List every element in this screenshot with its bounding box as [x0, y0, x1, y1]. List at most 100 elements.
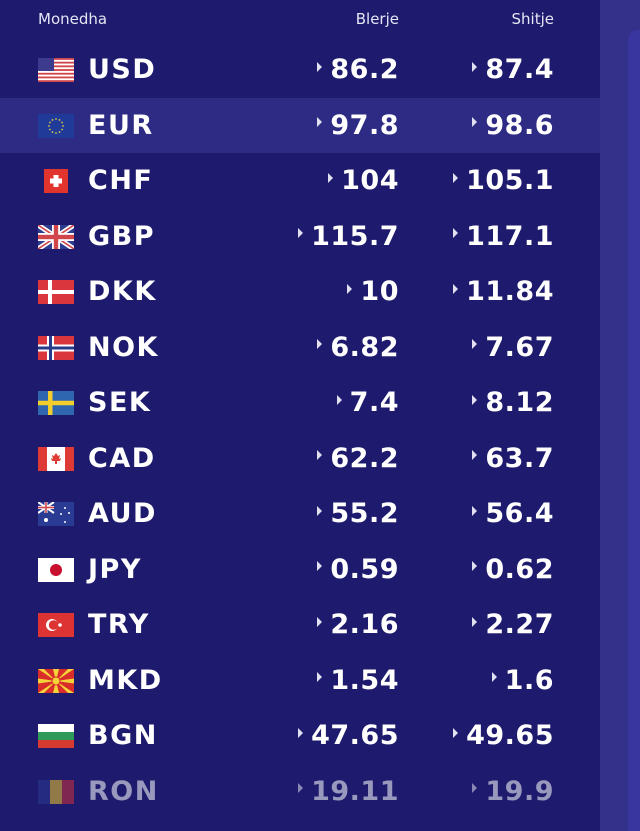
caret-right-icon [317, 339, 323, 349]
currency-row-cad[interactable]: CAD 62.2 63.7 [0, 431, 600, 487]
ro-flag-icon [38, 779, 74, 804]
caret-right-icon [317, 450, 323, 460]
currency-code: EUR [88, 109, 154, 141]
sell-rate-value: 105.1 [466, 165, 554, 196]
currency-row-usd[interactable]: USD 86.2 87.4 [0, 42, 600, 98]
currency-code: USD [88, 54, 157, 85]
us-flag-icon [38, 58, 74, 82]
buy-rate-value: 10 [360, 276, 399, 307]
sell-rate-value: 49.65 [466, 720, 554, 751]
buy-rate-value: 47.65 [311, 720, 399, 751]
sell-rate-value: 11.84 [466, 276, 554, 307]
currency-code: BGN [88, 720, 158, 751]
sell-rate: 11.84 [453, 276, 554, 307]
buy-rate: 104 [328, 165, 399, 196]
scrollbar[interactable] [628, 30, 640, 831]
buy-rate: 7.4 [336, 387, 399, 418]
buy-rate: 55.2 [317, 498, 399, 529]
caret-right-icon [298, 228, 304, 238]
buy-rate-value: 0.59 [330, 553, 399, 585]
currency-code: GBP [88, 220, 156, 252]
caret-right-icon [317, 561, 323, 571]
caret-right-icon [317, 117, 323, 127]
caret-right-icon [472, 339, 478, 349]
bg-flag-icon [38, 724, 74, 748]
caret-right-icon [472, 505, 478, 516]
caret-right-icon [472, 394, 478, 405]
currency-row-mkd[interactable]: MKD 1.54 1.6 [0, 653, 600, 709]
buy-rate-value: 19.11 [311, 775, 399, 807]
caret-right-icon [317, 505, 323, 516]
sell-rate: 19.9 [472, 776, 554, 807]
currency-row-aud[interactable]: AUD 55.2 56.4 [0, 486, 600, 542]
currency-row-chf[interactable]: CHF 104 105.1 [0, 153, 600, 209]
currency-row-nok[interactable]: NOK 6.82 7.67 [0, 320, 600, 376]
sell-rate-value: 1.6 [504, 664, 554, 696]
no-flag-icon [38, 335, 74, 360]
currency-row-ron[interactable]: RON 19.11 19.9 [0, 764, 600, 820]
sell-rate-value: 0.62 [485, 553, 554, 585]
buy-rate: 6.82 [317, 332, 399, 363]
caret-right-icon [472, 561, 478, 571]
buy-rate-value: 104 [341, 165, 399, 196]
header-buy: Blerje [355, 10, 399, 28]
currency-row-bgn[interactable]: BGN 47.65 49.65 [0, 708, 600, 764]
caret-right-icon [317, 672, 323, 682]
currency-code: SEK [88, 387, 152, 418]
se-flag-icon [38, 391, 74, 415]
sell-rate: 0.62 [472, 554, 554, 585]
currency-row-try[interactable]: TRY 2.16 2.27 [0, 597, 600, 653]
caret-right-icon [472, 616, 478, 627]
caret-right-icon [472, 61, 478, 72]
buy-rate-value: 62.2 [330, 442, 399, 474]
sell-rate: 56.4 [472, 498, 554, 529]
buy-rate: 10 [347, 276, 399, 307]
sell-rate-value: 63.7 [485, 442, 554, 474]
caret-right-icon [472, 117, 478, 127]
caret-right-icon [317, 616, 323, 627]
caret-right-icon [453, 727, 459, 738]
header-currency: Monedha [38, 10, 108, 28]
sell-rate-value: 98.6 [485, 109, 554, 141]
ch-flag-icon [38, 169, 74, 193]
currency-row-eur[interactable]: EUR 97.8 98.6 [0, 97, 600, 153]
sell-rate: 117.1 [453, 221, 554, 252]
sell-rate-value: 2.27 [485, 609, 554, 640]
currency-code: NOK [88, 331, 159, 363]
currency-row-sek[interactable]: SEK 7.4 8.12 [0, 375, 600, 431]
sell-rate-value: 56.4 [485, 498, 554, 529]
sell-rate-value: 7.67 [485, 331, 554, 363]
currency-code: CAD [88, 442, 156, 474]
currency-row-gbp[interactable]: GBP 115.7 117.1 [0, 209, 600, 265]
currency-code: TRY [88, 609, 150, 640]
currency-row-dkk[interactable]: DKK 10 11.84 [0, 264, 600, 320]
sell-rate-value: 87.4 [485, 54, 554, 85]
header-sell: Shitje [511, 10, 554, 28]
buy-rate: 47.65 [298, 720, 399, 751]
buy-rate-value: 55.2 [330, 498, 399, 529]
caret-right-icon [472, 783, 478, 793]
currency-code: RON [88, 775, 159, 807]
sell-rate: 7.67 [472, 332, 554, 363]
sell-rate-value: 19.9 [485, 775, 554, 807]
caret-right-icon [453, 228, 459, 238]
buy-rate: 86.2 [317, 54, 399, 85]
sell-rate: 1.6 [491, 664, 554, 696]
currency-code: DKK [88, 276, 157, 307]
sell-rate: 105.1 [453, 165, 554, 196]
exchange-rate-list: USD 86.2 87.4 EUR 97.8 98.6 CHF 104 105.1 GBP 115.… [0, 42, 600, 819]
ca-flag-icon [38, 446, 74, 471]
buy-rate: 2.16 [317, 609, 399, 640]
table-header: Monedha Blerje Shitje [0, 8, 600, 34]
currency-row-jpy[interactable]: JPY 0.59 0.62 [0, 542, 600, 598]
dk-flag-icon [38, 280, 74, 304]
jp-flag-icon [38, 557, 74, 582]
sell-rate: 63.7 [472, 443, 554, 474]
eu-flag-icon [38, 113, 74, 138]
buy-rate: 1.54 [317, 665, 399, 696]
sell-rate: 2.27 [472, 609, 554, 640]
sell-rate: 87.4 [472, 54, 554, 85]
buy-rate: 115.7 [298, 221, 399, 252]
buy-rate-value: 2.16 [330, 609, 399, 640]
buy-rate-value: 6.82 [330, 331, 399, 363]
